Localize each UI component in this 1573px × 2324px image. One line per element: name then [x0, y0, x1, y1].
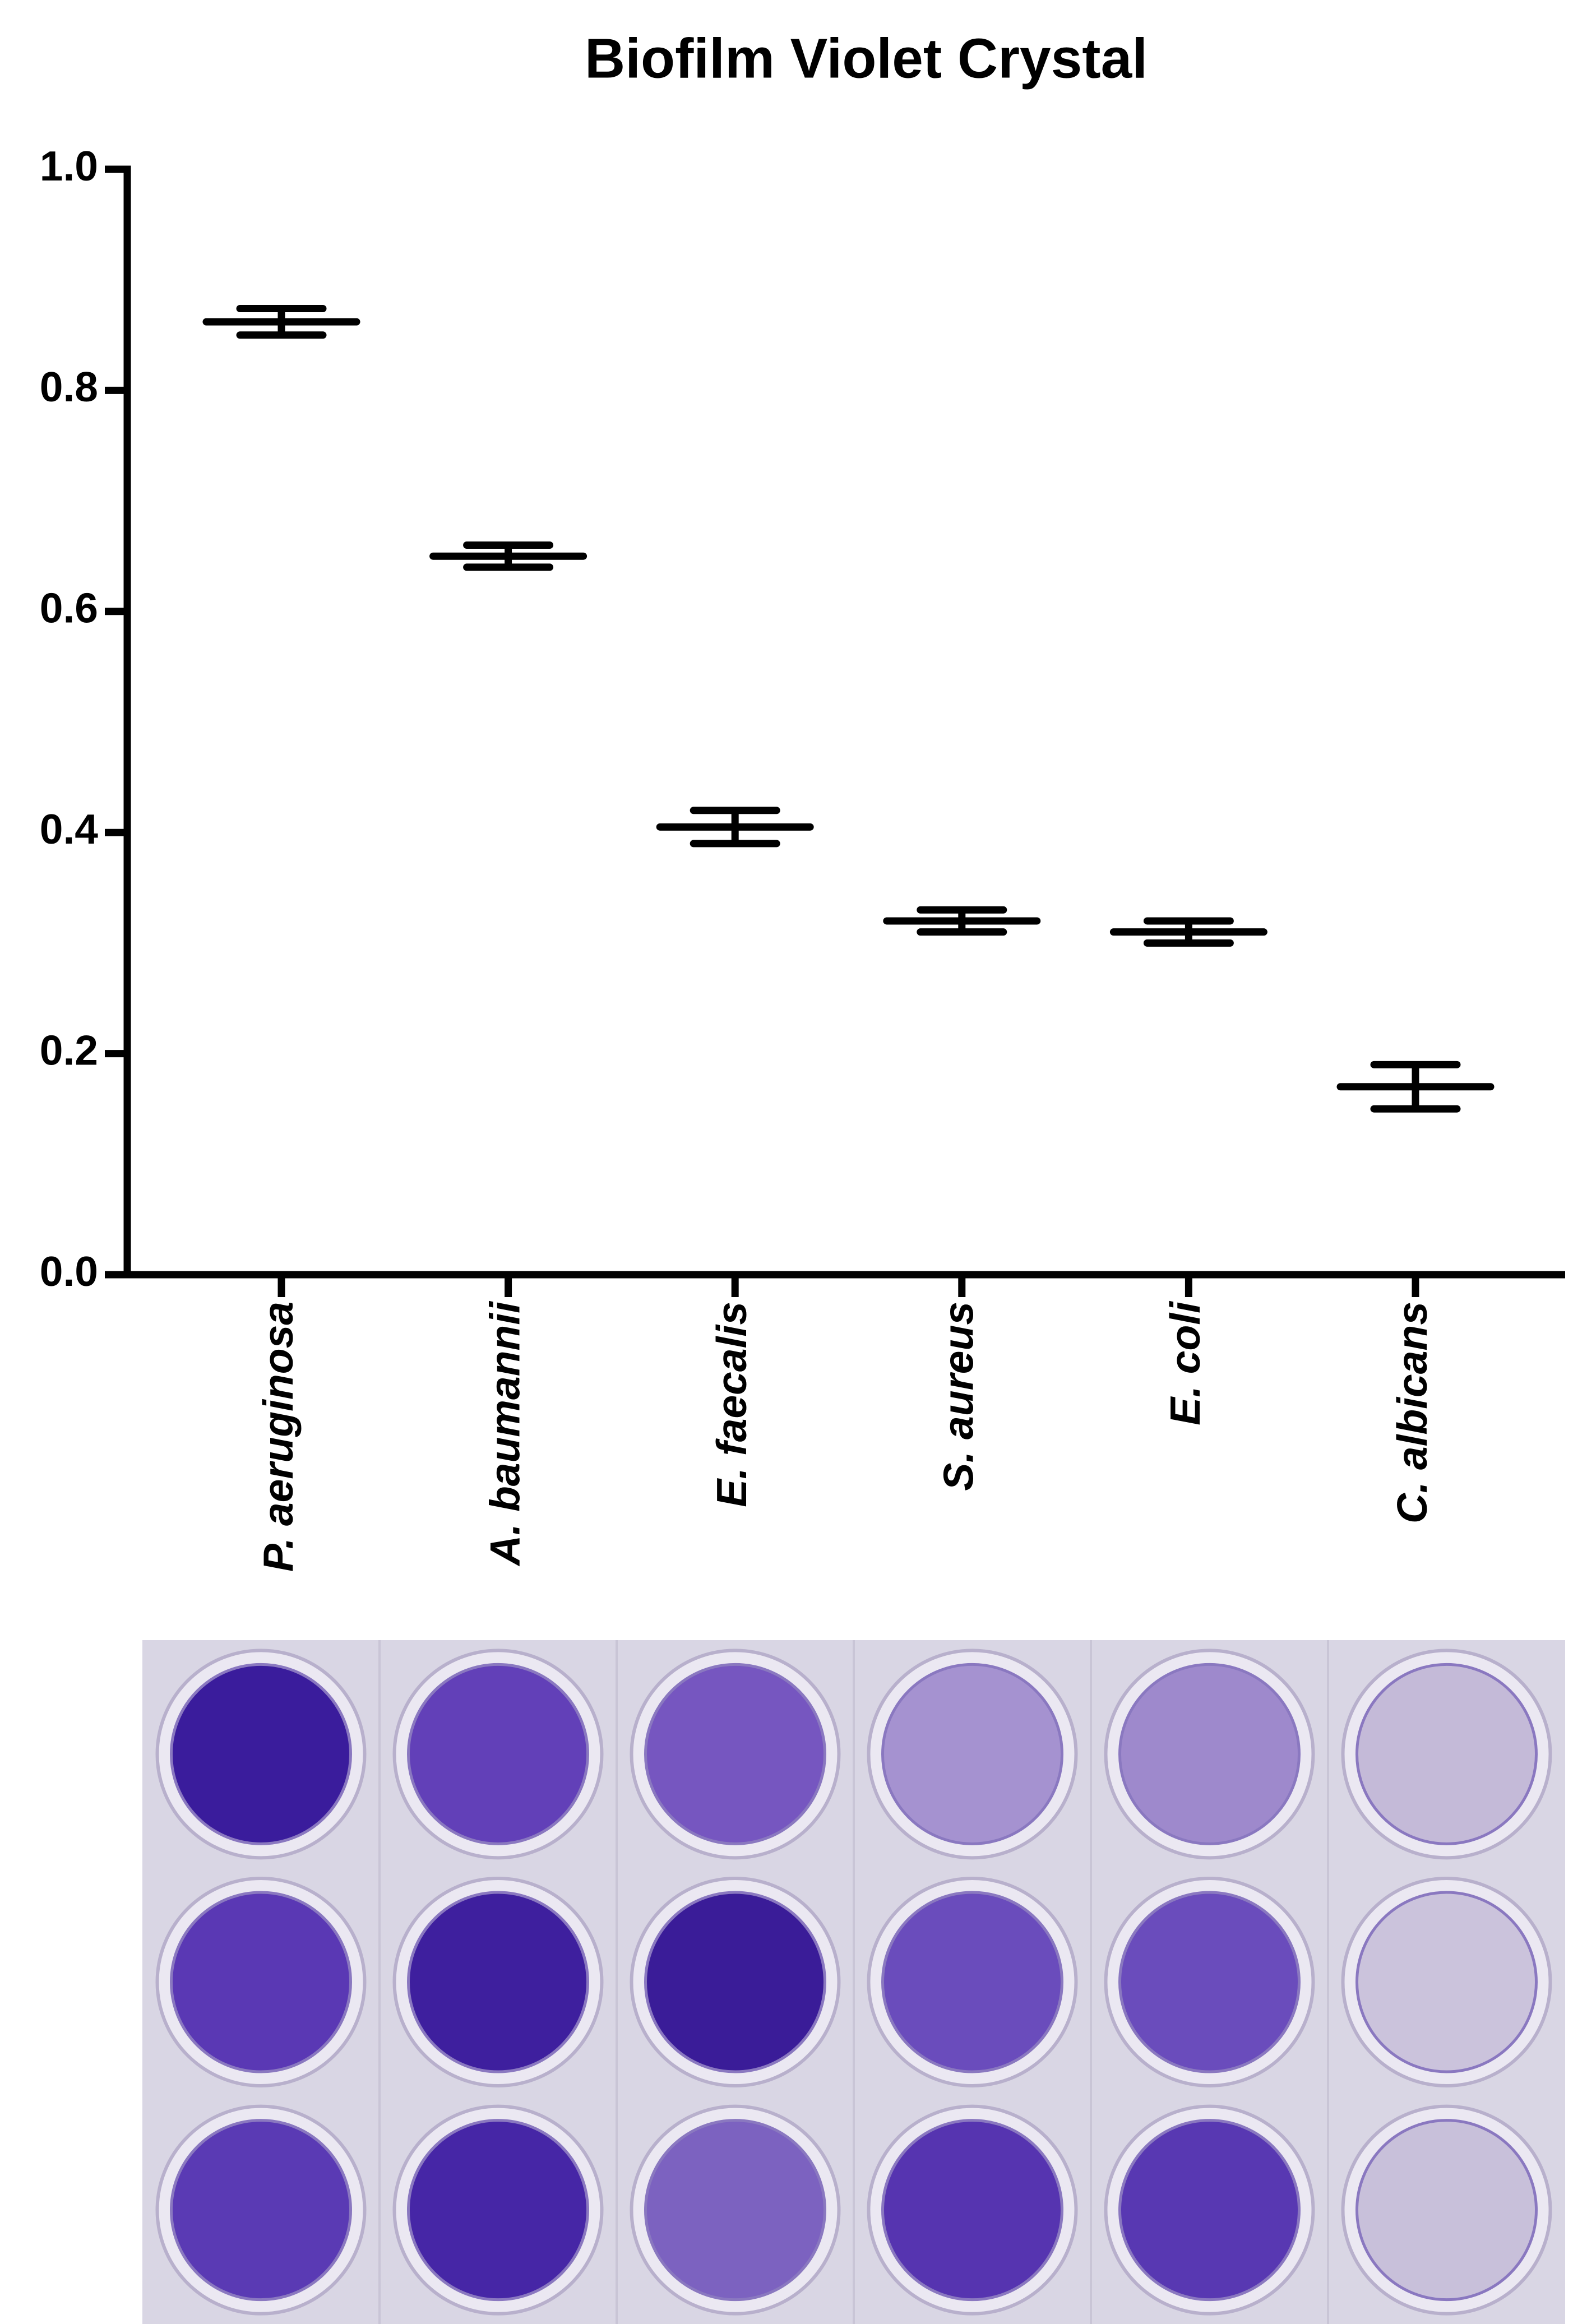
y-tick-label: 0.2 [40, 1026, 98, 1073]
well [1118, 1891, 1301, 2073]
y-tick-label: 0.4 [40, 805, 99, 853]
y-tick-label: 1.0 [40, 142, 98, 189]
chart-title: Biofilm Violet Crystal [585, 27, 1148, 90]
well [1355, 1663, 1538, 1845]
well [881, 1663, 1063, 1845]
x-tick-label: E. coli [1162, 1300, 1209, 1425]
well [1355, 1891, 1538, 2073]
x-tick-label: S. aureus [935, 1302, 982, 1491]
well [407, 1663, 589, 1845]
x-tick-label: C. albicans [1389, 1302, 1436, 1524]
y-tick-label: 0.6 [40, 585, 98, 632]
well [1355, 2119, 1538, 2302]
well [170, 1663, 352, 1845]
x-tick-label: P. aeruginosa [255, 1302, 302, 1572]
well [1118, 2119, 1301, 2302]
well [644, 1663, 826, 1845]
well [881, 2119, 1063, 2302]
well [170, 1891, 352, 2073]
x-tick-label: A. baumannii [481, 1300, 528, 1567]
well [407, 1891, 589, 2073]
well [881, 1891, 1063, 2073]
well [644, 2119, 826, 2302]
well [1118, 1663, 1301, 1845]
x-tick-label: E. faecalis [708, 1302, 755, 1507]
y-tick-label: 0.0 [40, 1248, 98, 1295]
y-tick-label: 0.8 [40, 363, 98, 410]
well [407, 2119, 589, 2302]
well-plate-photo [142, 1640, 1565, 2324]
well [170, 2119, 352, 2302]
well [644, 1891, 826, 2073]
